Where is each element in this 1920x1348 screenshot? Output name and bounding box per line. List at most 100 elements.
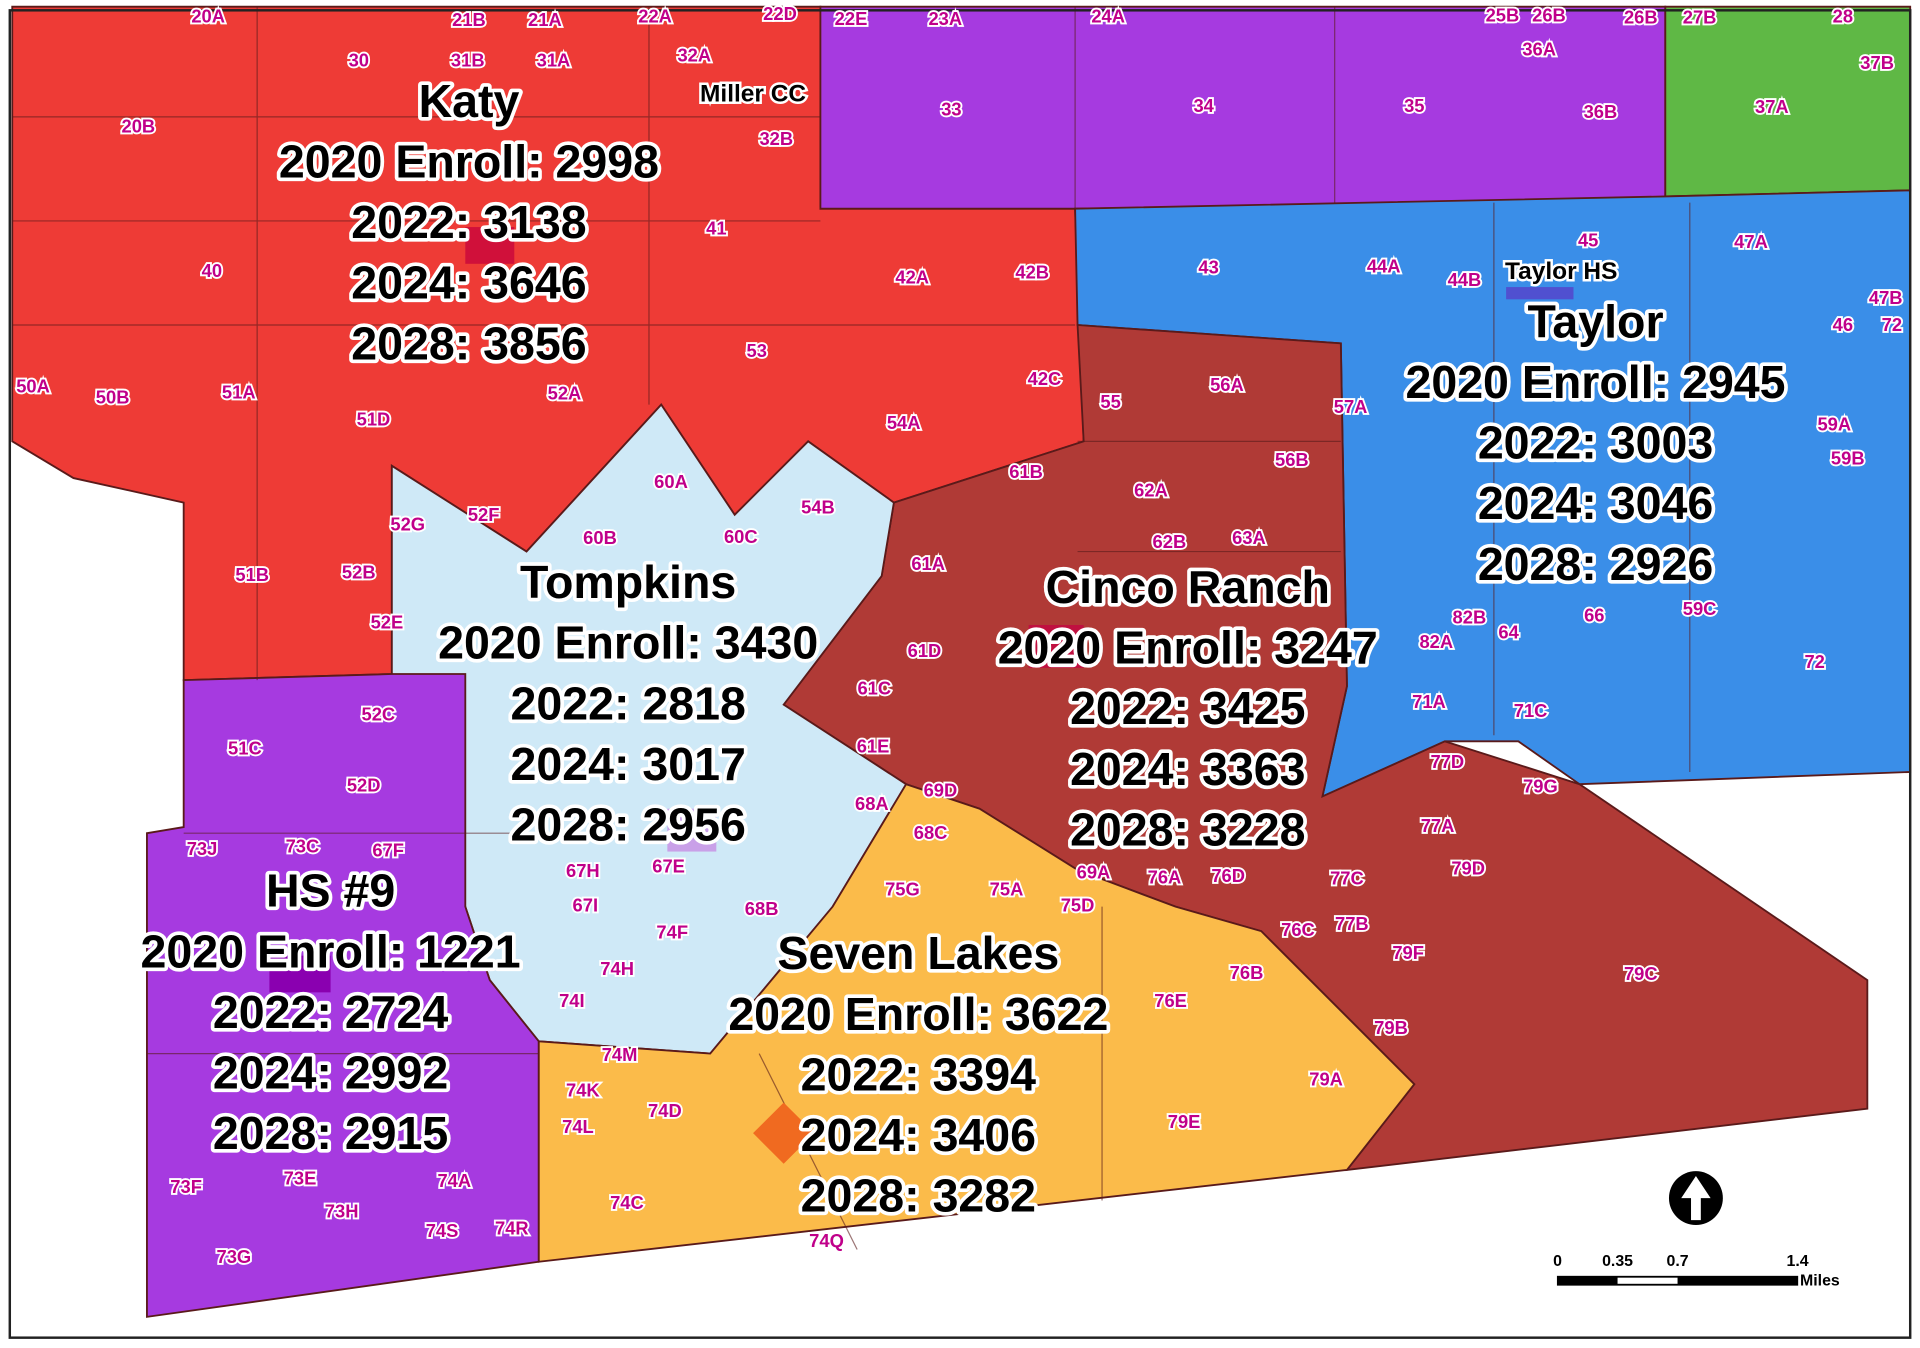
- zone-label: 73J: [187, 838, 218, 859]
- zone-label: 44A: [1367, 255, 1401, 276]
- zone-label: 26B: [1532, 4, 1566, 25]
- zone-label: 69D: [924, 779, 958, 800]
- school-name: Katy: [419, 75, 520, 127]
- zone-label: 30: [349, 50, 369, 71]
- map-frame: [8, 9, 1912, 1339]
- zone-label: 74F: [656, 921, 688, 942]
- zone-label: 21B: [452, 9, 486, 30]
- zone-label: 75G: [885, 879, 920, 900]
- zone-label: 28: [1833, 6, 1853, 27]
- zone-label: 66: [1584, 604, 1604, 625]
- zone-label: 82A: [1419, 631, 1453, 652]
- zone-label: 36A: [1522, 39, 1556, 60]
- zone-label: 76B: [1230, 962, 1264, 983]
- zone-label: 60A: [654, 471, 688, 492]
- zone-label: 71C: [1514, 700, 1548, 721]
- school-enrollment: 2020 Enroll: 2945: [1405, 356, 1785, 408]
- zone-label: 77D: [1431, 751, 1465, 772]
- zone-label: 61E: [857, 735, 890, 756]
- zone-label: 77B: [1335, 913, 1369, 934]
- zone-label: 74L: [562, 1116, 594, 1137]
- zone-label: 67I: [573, 894, 599, 915]
- zone-label: 42A: [895, 266, 929, 287]
- school-enrollment: 2020 Enroll: 3247: [998, 622, 1378, 674]
- zone-label: 51A: [222, 381, 256, 402]
- school-enrollment: 2022: 3003: [1478, 417, 1713, 469]
- zone-label: 73C: [286, 836, 320, 857]
- school-enrollment: 2028: 3228: [1070, 803, 1305, 855]
- katy-hs-site: [465, 227, 515, 264]
- zone-label: 46: [1833, 314, 1853, 335]
- zone-label: 68C: [914, 822, 948, 843]
- zone-label: 56B: [1275, 449, 1309, 470]
- school-enrollment: 2020 Enroll: 3430: [438, 617, 818, 669]
- zone-label: 40: [202, 260, 222, 281]
- zone-label: 41: [706, 217, 726, 238]
- school-enrollment: 2028: 2915: [213, 1107, 448, 1159]
- hs9-site: [269, 955, 331, 993]
- zone-label: 67E: [652, 855, 685, 876]
- zone-label: 44B: [1448, 269, 1482, 290]
- cinco-ranch-hs-site: [1028, 625, 1084, 668]
- school-enrollment: 2024: 3046: [1478, 477, 1713, 529]
- zone-label: 72: [1804, 651, 1824, 672]
- school-enrollment: 2022: 3425: [1070, 682, 1305, 734]
- zone-label: 74A: [437, 1170, 471, 1191]
- zone-label: 67F: [372, 839, 404, 860]
- zone-label: 71A: [1412, 691, 1446, 712]
- zone-label: 42C: [1028, 368, 1062, 389]
- school-enrollment: 2024: 3406: [801, 1109, 1036, 1161]
- north-arrow: [1668, 1171, 1723, 1226]
- facility-label: Miller CC: [700, 80, 806, 107]
- zone-label: 31B: [451, 50, 485, 71]
- zone-label: 82B: [1453, 607, 1487, 628]
- zone-label: 54B: [801, 497, 835, 518]
- zone-label: 20A: [191, 6, 225, 27]
- zone-label: 64: [1498, 621, 1519, 642]
- school-enrollment: 2024: 2992: [213, 1047, 448, 1099]
- school-name: Cinco Ranch: [1046, 561, 1330, 613]
- zone-label: 52E: [371, 612, 404, 633]
- seven-lakes-hs-site: [753, 1102, 815, 1164]
- scale-tick-label: 0.7: [1666, 1253, 1688, 1270]
- zone-label: 76C: [1281, 919, 1315, 940]
- zone-label: 45: [1578, 230, 1598, 251]
- zone-label: 74H: [600, 958, 634, 979]
- zone-label: 68B: [745, 898, 779, 919]
- labels: 20A 21B 21A 22A 22D 22E 23A 24A 25B 26B 26B 27B 28 37…: [14, 1, 1904, 1289]
- school-enrollment: 2024: 3363: [1070, 743, 1305, 795]
- zone-label: 60C: [724, 526, 758, 547]
- school-enrollment: 2024: 3646: [351, 257, 586, 309]
- zone-label: 23A: [928, 8, 962, 29]
- zone-label: 24A: [1091, 6, 1125, 27]
- zone-label: 20B: [122, 116, 156, 137]
- zone-label: 61C: [857, 678, 891, 699]
- taylor-hs-site: [1506, 287, 1574, 300]
- scale-tick-label: 1.4: [1786, 1253, 1808, 1270]
- zone-label: 56A: [1210, 374, 1244, 395]
- seven-lakes-zone: [537, 783, 1416, 1263]
- scale-tick-label: 0.35: [1602, 1253, 1633, 1270]
- school-enrollment: 2020 Enroll: 1221: [141, 925, 521, 977]
- school-enrollment: 2028: 3856: [351, 317, 586, 369]
- scale-tick-label: 0: [1553, 1253, 1562, 1270]
- zone-label: 76A: [1148, 866, 1182, 887]
- zone-label: 79G: [1523, 776, 1558, 797]
- zone-label: 50B: [96, 386, 130, 407]
- school-name: Taylor: [1527, 295, 1663, 347]
- zone-label: 37B: [1860, 52, 1894, 73]
- zone-label: 79A: [1309, 1068, 1343, 1089]
- zone-label: 73F: [170, 1176, 202, 1197]
- zone-label: 79C: [1624, 963, 1658, 984]
- zone-label: 68A: [855, 793, 889, 814]
- zone-label: 54A: [887, 412, 921, 433]
- zone-label: 73G: [217, 1246, 252, 1267]
- zone-label: 59C: [1683, 598, 1717, 619]
- zone-label: 52B: [342, 561, 376, 582]
- zone-label: 37A: [1755, 96, 1789, 117]
- zone-label: 52A: [548, 383, 582, 404]
- school-enrollment: 2022: 3138: [351, 196, 586, 248]
- facility-label: Taylor HS: [1505, 258, 1617, 285]
- zone-label: 62B: [1153, 531, 1187, 552]
